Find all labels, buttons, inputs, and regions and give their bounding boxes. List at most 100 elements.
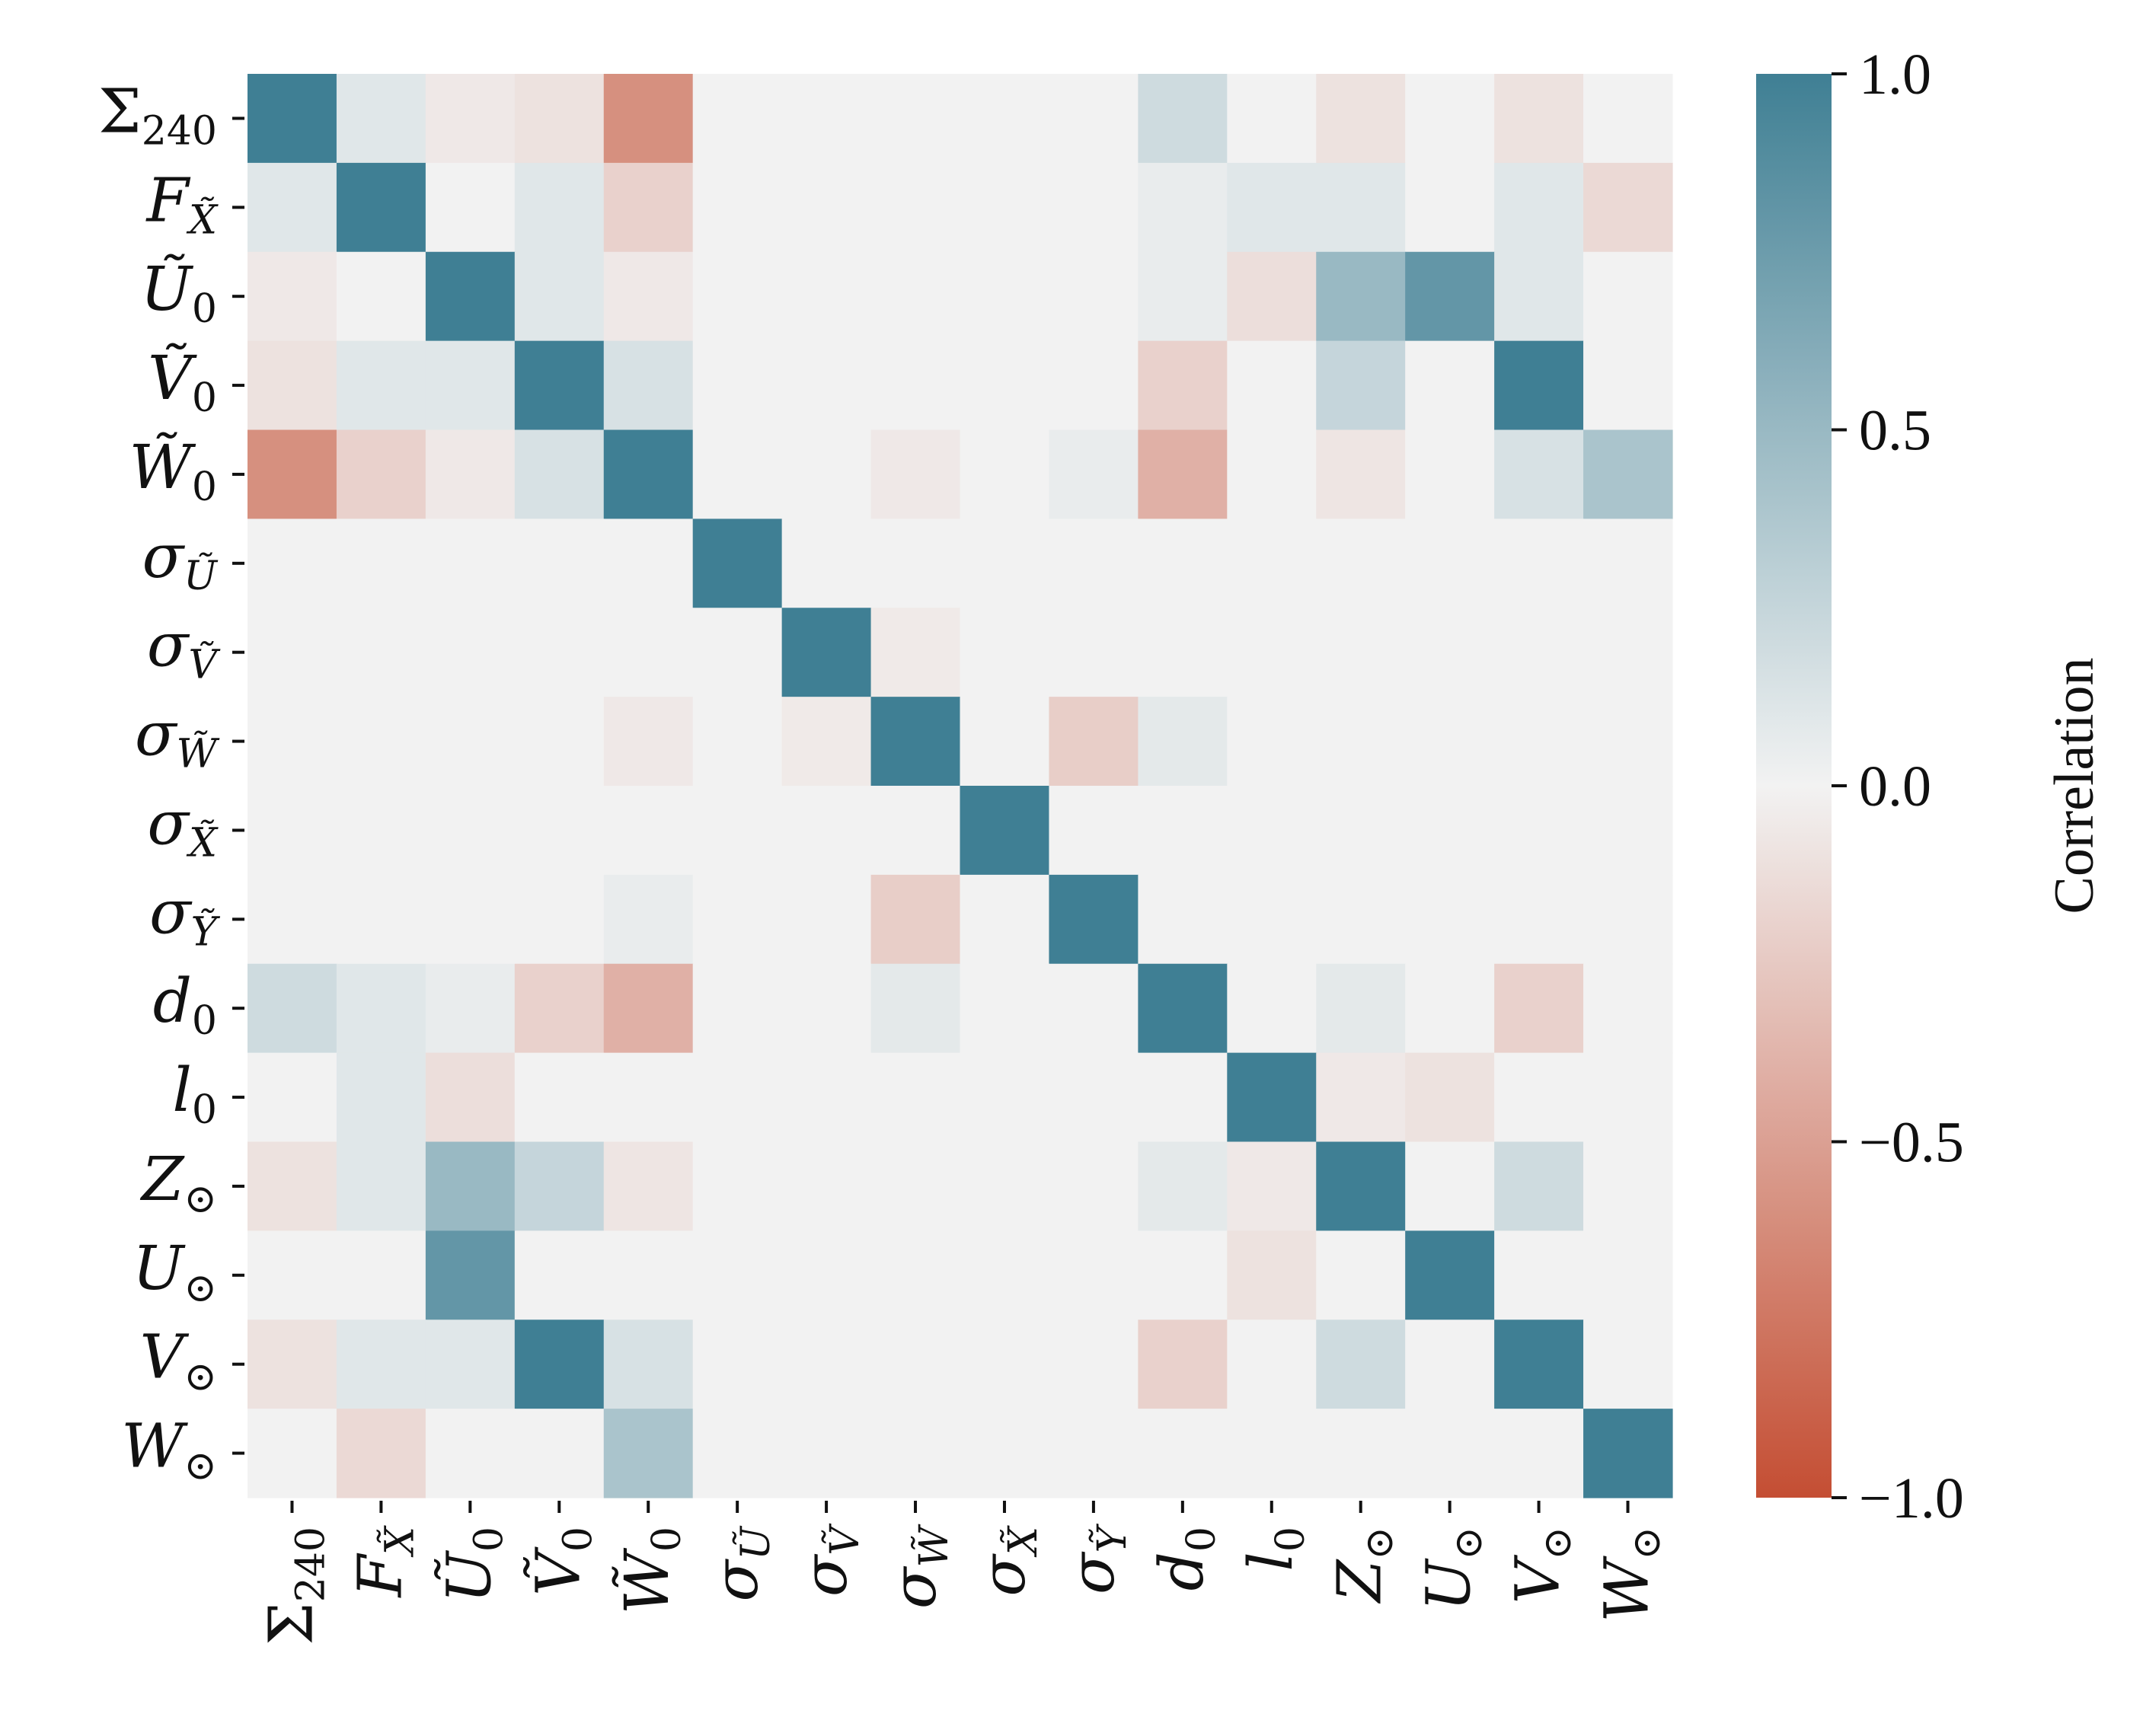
x-tick-label-5: σŨ xyxy=(701,1525,779,1602)
heatmap-cell-10-11 xyxy=(1227,963,1317,1054)
heatmap-cell-15-13 xyxy=(1405,1409,1495,1498)
heatmap-cell-9-14 xyxy=(1494,874,1584,965)
heatmap-cell-8-10 xyxy=(1138,786,1228,876)
y-tick-label-12-sub: ⊙ xyxy=(184,1176,217,1222)
heatmap-cell-1-10 xyxy=(1138,162,1228,253)
x-tick-label-3-sub: 0 xyxy=(555,1527,601,1552)
heatmap-cell-7-11 xyxy=(1227,697,1317,787)
heatmap-cell-12-3 xyxy=(514,1141,605,1231)
heatmap-cell-8-3 xyxy=(514,786,605,876)
heatmap-cell-4-0 xyxy=(248,429,337,519)
x-tick-label-8-base: σ xyxy=(968,1553,1039,1597)
heatmap-cell-2-3 xyxy=(514,251,605,342)
heatmap-cell-1-12 xyxy=(1316,162,1406,253)
x-tick-label-11: l0 xyxy=(1235,1527,1314,1572)
colorbar-tick-label-3: −0.5 xyxy=(1859,1111,1964,1175)
y-tick-label-13: U⊙ xyxy=(133,1233,217,1311)
y-tick-label-11-base: l xyxy=(172,1055,192,1125)
y-tick-label-3-sub: 0 xyxy=(192,375,217,421)
y-tick-label-13-sub: ⊙ xyxy=(184,1265,217,1311)
x-tick-label-12-base: Z xyxy=(1324,1559,1395,1604)
heatmap-cell-14-13 xyxy=(1405,1320,1495,1409)
heatmap-cell-3-7 xyxy=(870,340,961,431)
heatmap-cell-15-8 xyxy=(960,1409,1050,1498)
heatmap-cell-11-8 xyxy=(960,1052,1050,1143)
heatmap-cell-6-8 xyxy=(960,608,1050,697)
x-tick-label-15-base: W xyxy=(1592,1556,1662,1623)
y-tick-label-1-sub: X̃ xyxy=(186,196,219,243)
y-tick-label-14-sub: ⊙ xyxy=(184,1355,217,1400)
heatmap-cell-1-0 xyxy=(248,162,337,253)
heatmap-cell-15-6 xyxy=(781,1409,872,1498)
heatmap-cell-6-12 xyxy=(1316,608,1406,697)
x-tick-label-13: U⊙ xyxy=(1413,1527,1492,1611)
heatmap-cell-13-4 xyxy=(603,1230,694,1320)
heatmap-cell-7-5 xyxy=(692,697,783,787)
heatmap-cell-2-6 xyxy=(781,251,872,342)
y-tick-label-0-sub: 240 xyxy=(142,108,217,154)
heatmap-cell-3-13 xyxy=(1405,340,1495,431)
heatmap-cell-13-1 xyxy=(336,1230,426,1320)
heatmap-cell-13-2 xyxy=(425,1230,516,1320)
x-tick-label-1-sub: X̃ xyxy=(376,1525,423,1558)
heatmap-cell-13-5 xyxy=(692,1230,783,1320)
heatmap-cell-8-2 xyxy=(425,786,516,876)
heatmap-cell-11-13 xyxy=(1405,1052,1495,1143)
heatmap-cell-13-6 xyxy=(781,1230,872,1320)
heatmap-cell-2-15 xyxy=(1583,251,1673,342)
heatmap-cell-12-9 xyxy=(1049,1141,1139,1231)
heatmap-cell-11-14 xyxy=(1494,1052,1584,1143)
heatmap-cell-6-11 xyxy=(1227,608,1317,697)
x-tick-label-4: W̃0 xyxy=(612,1527,691,1614)
heatmap-cell-12-4 xyxy=(603,1141,694,1231)
heatmap-cell-13-7 xyxy=(870,1230,961,1320)
heatmap-cell-5-6 xyxy=(781,519,872,608)
heatmap-cell-14-12 xyxy=(1316,1320,1406,1409)
heatmap-cell-11-0 xyxy=(248,1052,337,1143)
heatmap-cell-0-1 xyxy=(336,74,426,164)
heatmap-cell-10-13 xyxy=(1405,963,1495,1054)
heatmap-cell-4-13 xyxy=(1405,429,1495,519)
heatmap-cell-3-10 xyxy=(1138,340,1228,431)
heatmap-cell-7-1 xyxy=(336,697,426,787)
heatmap-cell-5-8 xyxy=(960,519,1050,608)
heatmap-cell-15-7 xyxy=(870,1409,961,1498)
heatmap-cell-10-1 xyxy=(336,963,426,1054)
x-tick-label-9-sub: Ỹ xyxy=(1089,1523,1135,1553)
heatmap-cell-6-0 xyxy=(248,608,337,697)
y-tick-label-10: d0 xyxy=(153,965,217,1044)
y-tick-label-3-base: Ṽ xyxy=(148,342,197,413)
heatmap-cell-5-5 xyxy=(692,519,783,608)
heatmap-cell-6-6 xyxy=(781,608,872,697)
heatmap-cell-3-6 xyxy=(781,340,872,431)
heatmap-cell-10-7 xyxy=(870,963,961,1054)
heatmap-cell-4-3 xyxy=(514,429,605,519)
heatmap-cell-13-10 xyxy=(1138,1230,1228,1320)
heatmap-cell-14-9 xyxy=(1049,1320,1139,1409)
heatmap-cell-5-4 xyxy=(603,519,694,608)
x-tick-label-3-base: Ṽ xyxy=(522,1546,593,1596)
heatmap-cell-5-7 xyxy=(870,519,961,608)
heatmap-cell-7-0 xyxy=(248,697,337,787)
heatmap-cell-4-1 xyxy=(336,429,426,519)
y-tick-label-6: σṼ xyxy=(147,610,221,688)
x-tick-label-7: σW̃ xyxy=(879,1524,957,1609)
heatmap-cell-1-2 xyxy=(425,162,516,253)
y-tick-label-1-base: F xyxy=(145,164,190,235)
heatmap-cell-11-12 xyxy=(1316,1052,1406,1143)
heatmap-cell-1-3 xyxy=(514,162,605,253)
heatmap-cell-5-12 xyxy=(1316,519,1406,608)
heatmap-cell-12-6 xyxy=(781,1141,872,1231)
x-tick-label-12-sub: ⊙ xyxy=(1357,1527,1403,1560)
x-tick-label-1: FX̃ xyxy=(344,1525,423,1599)
heatmap-cell-9-1 xyxy=(336,874,426,965)
heatmap-cell-2-14 xyxy=(1494,251,1584,342)
x-tick-label-1-base: F xyxy=(344,1553,415,1599)
heatmap-cell-7-7 xyxy=(870,697,961,787)
y-tick-label-7-base: σ xyxy=(135,699,178,770)
heatmap-cells xyxy=(248,74,1673,1498)
y-tick-label-15-base: W xyxy=(121,1411,188,1482)
heatmap-cell-7-15 xyxy=(1583,697,1673,787)
heatmap-cell-4-6 xyxy=(781,429,872,519)
heatmap-cell-1-9 xyxy=(1049,162,1139,253)
